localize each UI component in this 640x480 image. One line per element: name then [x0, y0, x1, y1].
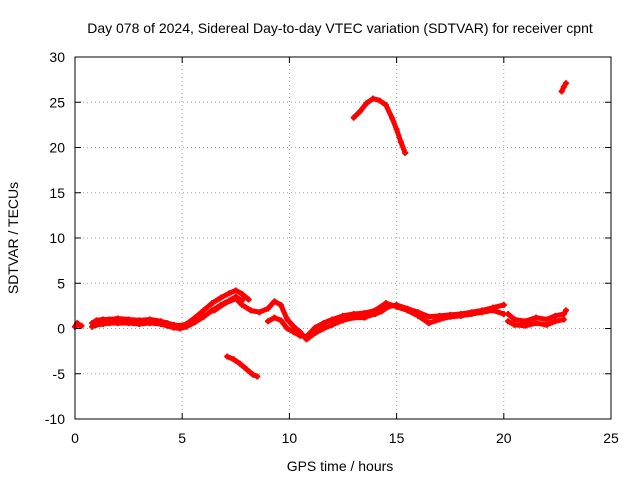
x-tick-label: 10 — [282, 430, 298, 446]
x-tick-label: 0 — [71, 430, 79, 446]
y-tick-label: 25 — [49, 94, 65, 110]
y-tick-label: -10 — [45, 411, 65, 427]
x-axis-label: GPS time / hours — [287, 458, 394, 474]
series-band — [505, 316, 567, 329]
series-band — [211, 296, 507, 342]
series-band — [351, 96, 408, 156]
y-tick-label: 5 — [57, 275, 65, 291]
y-tick-label: 20 — [49, 140, 65, 156]
chart-title: Day 078 of 2024, Sidereal Day-to-day VTE… — [87, 20, 593, 36]
y-axis-ticks: -10 -5 0 5 10 15 20 25 30 — [45, 49, 611, 427]
x-tick-label: 20 — [496, 430, 512, 446]
series-segment-8 — [224, 353, 261, 380]
series-band — [224, 354, 260, 379]
series-segment-7 — [505, 316, 567, 329]
y-tick-label: 15 — [49, 185, 65, 201]
series-band — [72, 320, 84, 330]
y-tick-label: 30 — [49, 49, 65, 65]
y-tick-label: -5 — [53, 366, 66, 382]
series-band — [505, 307, 569, 324]
data-points — [72, 80, 569, 380]
x-axis-ticks: 0 5 10 15 20 25 — [71, 57, 619, 446]
series-band — [265, 300, 507, 340]
series-segment-10 — [558, 80, 569, 95]
x-tick-label: 15 — [389, 430, 405, 446]
x-tick-label: 25 — [603, 430, 619, 446]
y-tick-label: 10 — [49, 230, 65, 246]
y-tick-label: 0 — [57, 321, 65, 337]
grid-lines — [75, 57, 611, 419]
series-segment-9 — [350, 95, 409, 156]
x-tick-label: 5 — [178, 430, 186, 446]
y-axis-label: SDTVAR / TECUs — [5, 182, 21, 294]
series-band — [559, 80, 569, 94]
series-segment-5 — [264, 300, 507, 340]
